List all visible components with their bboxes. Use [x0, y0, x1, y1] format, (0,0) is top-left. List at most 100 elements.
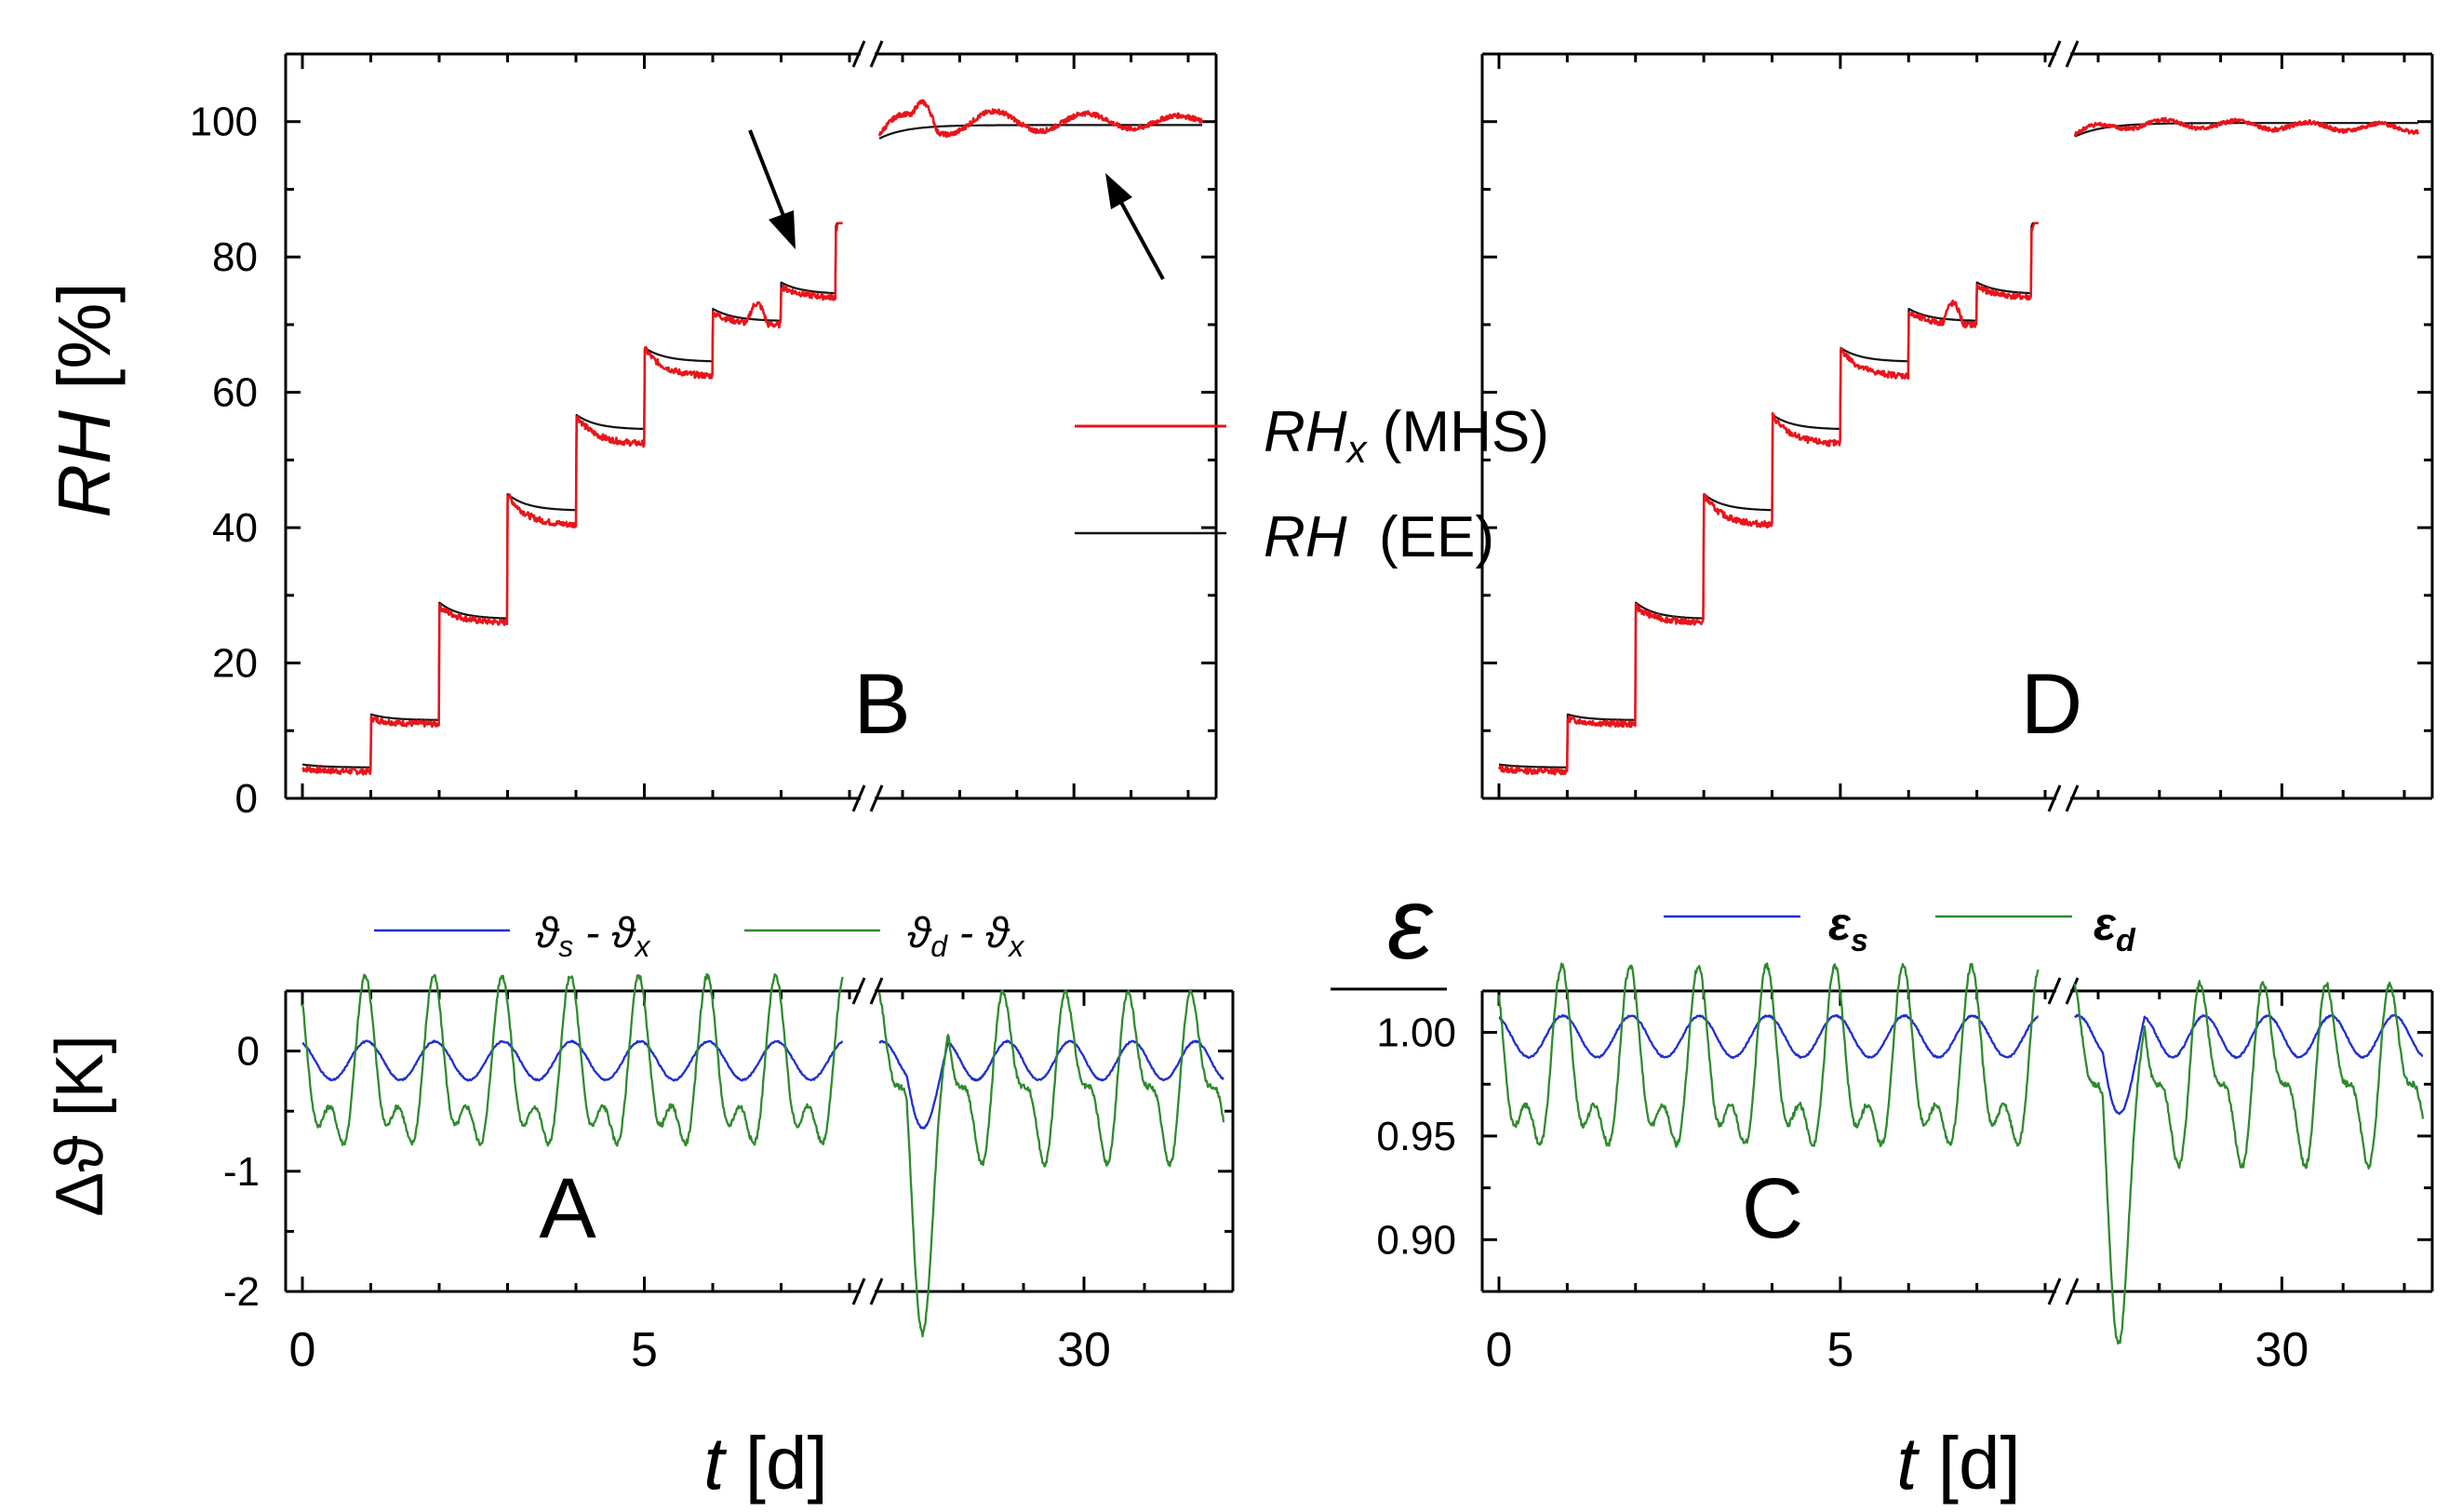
- x-label-left-main: t: [703, 1422, 727, 1505]
- x-tick-label: 5: [631, 1323, 658, 1377]
- break-mark: [851, 1278, 866, 1305]
- break-mark: [2047, 977, 2062, 1005]
- series-d-seg2: [2073, 980, 2425, 1345]
- legend-red-label: RHx (MHS): [1264, 400, 1549, 471]
- y-tick-label: 0.90: [1376, 1217, 1456, 1263]
- series-s-seg1: [301, 1039, 844, 1082]
- y-tick-label: 80: [212, 234, 258, 280]
- break-mark: [2065, 977, 2080, 1005]
- series-rh-ee: [301, 221, 843, 769]
- panel-label-b: B: [853, 657, 910, 752]
- y-tick-label: -2: [223, 1269, 260, 1315]
- break-mark: [2065, 40, 2080, 68]
- legend-a-green-mid: - ϑ: [947, 908, 1010, 957]
- y-tick-label: 40: [212, 505, 258, 551]
- x-label-right-main: t: [1896, 1422, 1920, 1505]
- y-tick-label: 0: [235, 776, 258, 822]
- legend-a-green-sub2: x: [1007, 930, 1024, 963]
- break-gap: [862, 1289, 874, 1294]
- legend-delta-theta: ϑs - ϑx ϑd - ϑx: [374, 908, 1024, 963]
- x-axis-label-right: t [d]: [1896, 1422, 2020, 1505]
- legend-c-green-main: ε: [2094, 898, 2117, 950]
- break-mark: [869, 1278, 884, 1305]
- y-tick-label: 100: [190, 100, 258, 145]
- legend-c-blue-main: ε: [1828, 898, 1852, 950]
- break-mark: [2047, 1278, 2062, 1305]
- panel-c-emissivity: 1.00 0.95 0.90 0 5 30: [1376, 962, 2434, 1377]
- legend-a-green-label: ϑd - ϑx: [907, 908, 1024, 963]
- series-s-seg2: [878, 1039, 1224, 1130]
- annotation-arrows: [748, 129, 1165, 280]
- break-gap: [862, 988, 874, 994]
- series-longterm-red: [877, 99, 1204, 139]
- x-tick-label: 5: [1826, 1323, 1853, 1377]
- series-rhx-mhs: [301, 221, 844, 776]
- arrow-2-head: [1105, 173, 1132, 209]
- panel-a-delta-theta: 0 -1 -2 0 5 30: [223, 972, 1235, 1377]
- legend-a-blue-main: ϑ: [535, 908, 560, 957]
- break-gap: [862, 51, 874, 57]
- break-mark: [869, 977, 884, 1005]
- x-tick-label: 30: [1057, 1323, 1111, 1377]
- series-d-seg1: [301, 972, 844, 1147]
- legend-black-label: RH (EE): [1264, 505, 1494, 569]
- x-tick-label: 0: [289, 1323, 316, 1377]
- series-s-seg2: [2074, 1013, 2424, 1116]
- break-mark: [869, 784, 884, 812]
- panel-label-a: A: [539, 1161, 596, 1256]
- legend-c-blue-sub: s: [1851, 923, 1868, 958]
- break-mark: [851, 977, 866, 1005]
- x-label-right-rest: [d]: [1918, 1422, 2021, 1505]
- y-tick-label: -1: [223, 1149, 260, 1195]
- panel-label-c: C: [1742, 1161, 1803, 1256]
- legend-red-rest: (MHS): [1367, 400, 1549, 464]
- panel-b-rh-short: 0 20 40 60 80 100: [190, 40, 1218, 822]
- x-label-left-rest: [d]: [725, 1422, 828, 1505]
- break-mark: [851, 784, 866, 812]
- legend-red-main: RH: [1264, 400, 1347, 464]
- legend-epsilon: εs εd: [1664, 898, 2136, 958]
- legend-c-blue-label: εs: [1828, 898, 1868, 958]
- legend-c-green-label: εd: [2094, 898, 2136, 958]
- series-d-seg1: [1497, 962, 2040, 1148]
- break-gap: [2057, 988, 2069, 994]
- break-mark: [2047, 40, 2062, 68]
- arrow-2: [1117, 196, 1165, 280]
- legend-black-rest: (EE): [1347, 505, 1494, 569]
- arrow-1-head: [769, 210, 796, 249]
- y-tick-label: 20: [212, 641, 258, 687]
- break-mark: [2065, 784, 2080, 812]
- legend-a-green-main: ϑ: [907, 908, 932, 957]
- y-label-rh-unit: [%]: [43, 282, 126, 410]
- y-axis-label-delta-theta: Δϑ [K]: [43, 1035, 117, 1217]
- break-mark: [2047, 784, 2062, 812]
- y-axis-label-epsilon: ε: [1387, 866, 1434, 981]
- legend-red-sub: x: [1345, 427, 1369, 471]
- break-mark: [851, 40, 866, 68]
- break-mark: [2065, 1278, 2080, 1305]
- break-gap: [2057, 51, 2069, 57]
- x-tick-label: 30: [2255, 1323, 2308, 1377]
- break-gap: [2057, 1289, 2069, 1294]
- x-axis-label-left: t [d]: [703, 1422, 827, 1505]
- legend-c-green-sub: d: [2116, 923, 2136, 958]
- y-axis-label-rh: RH [%]: [43, 282, 126, 517]
- series-s-seg1: [1498, 1013, 2039, 1060]
- y-tick-label: 60: [212, 370, 258, 416]
- series-d-seg2: [877, 988, 1225, 1338]
- panel-label-d: D: [2021, 657, 2082, 752]
- legend-a-blue-sub2: x: [633, 930, 650, 963]
- arrow-1: [748, 129, 789, 226]
- legend-a-blue-sub: s: [558, 930, 573, 963]
- legend-black-main: RH: [1264, 505, 1347, 569]
- legend-rh: RHx (MHS) RH (EE): [1075, 400, 1549, 569]
- legend-a-green-sub: d: [930, 930, 948, 963]
- y-tick-label: 0: [237, 1029, 260, 1075]
- break-mark: [869, 40, 884, 68]
- break-gap: [862, 796, 874, 801]
- legend-a-blue-label: ϑs - ϑx: [535, 908, 650, 963]
- break-gap: [2057, 796, 2069, 801]
- series-longterm-red: [2073, 116, 2420, 138]
- x-tick-label: 0: [1486, 1323, 1513, 1377]
